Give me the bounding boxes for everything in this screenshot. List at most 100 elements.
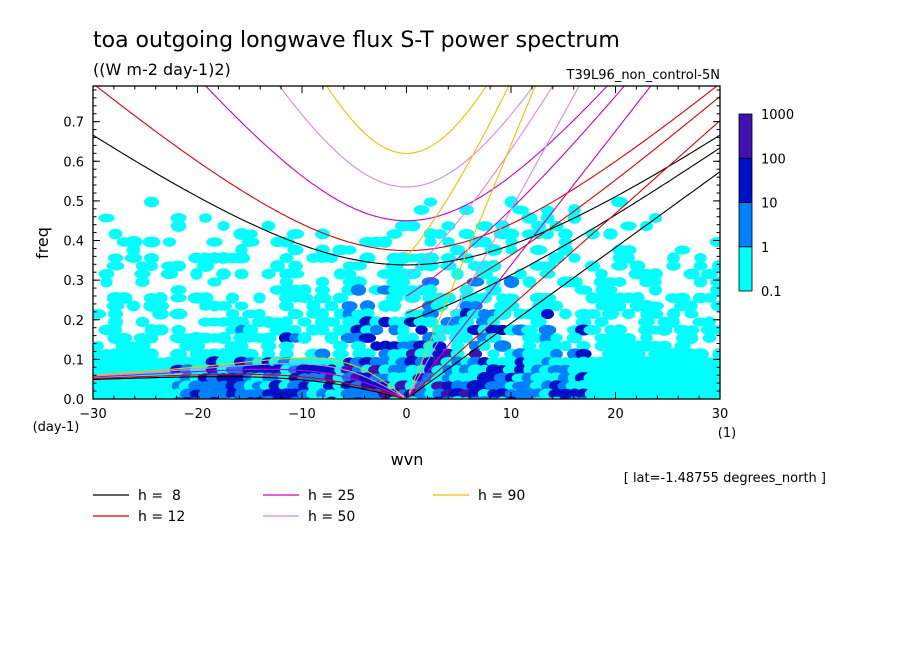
spectrum-cell [476, 268, 493, 280]
spectrum-cell [369, 356, 384, 368]
spectrum-cell [666, 308, 681, 320]
spectrum-cell [98, 213, 115, 223]
spectrum-cell [333, 340, 348, 352]
spectrum-cell [295, 293, 314, 303]
spectrum-cell [611, 196, 628, 208]
kelvin-curve-h50 [408, 86, 580, 395]
spectrum-cell [126, 244, 141, 256]
latitude-footnote: [ lat=-1.48755 degrees_north ] [624, 471, 826, 486]
spectrum-cell [261, 348, 276, 360]
spectrum-cell [622, 372, 635, 384]
spectrum-cell [549, 341, 564, 351]
spectrum-cell [638, 316, 655, 328]
spectrum-cell [621, 308, 636, 320]
spectrum-cell [648, 268, 663, 280]
y-tick-label: 0.1 [63, 353, 84, 368]
spectrum-cell [260, 332, 277, 344]
chart-title: toa outgoing longwave flux S-T power spe… [93, 28, 620, 53]
spectrum-cell [558, 396, 573, 399]
igw-curve-h8 [93, 134, 720, 266]
spectrum-cell [170, 293, 187, 303]
spectrum-cell [693, 276, 708, 288]
spectrum-cell [142, 236, 161, 248]
spectrum-cell [702, 333, 717, 343]
spectrum-cell [530, 316, 547, 328]
spectrum-cell [548, 252, 565, 264]
colorbar-label: 1 [761, 241, 769, 256]
spectrum-cell [187, 340, 206, 352]
spectrum-cell [622, 396, 635, 399]
spectrum-cell [162, 237, 177, 247]
igw-curve-h12 [95, 86, 718, 252]
spectrum-cell [332, 292, 349, 304]
spectrum-cell [260, 340, 277, 352]
spectrum-cell [514, 357, 527, 367]
spectrum-cell [171, 324, 186, 336]
spectrum-cell [539, 332, 556, 344]
spectrum-cell [621, 333, 636, 343]
spectrum-cell [477, 236, 492, 248]
spectrum-cell [674, 340, 691, 352]
spectrum-cell [395, 284, 412, 296]
spectrum-cell [107, 253, 124, 263]
spectrum-cell [529, 244, 548, 256]
igw-curve-h90 [326, 86, 487, 154]
spectrum-cell [342, 245, 357, 255]
spectrum-cell [484, 244, 503, 256]
spectrum-cell [559, 340, 572, 352]
spectrum-cell [261, 220, 276, 232]
spectrum-cell [604, 332, 617, 344]
igw-curve-h50 [278, 86, 535, 188]
spectrum-cell [332, 349, 349, 359]
spectrum-cell [233, 316, 250, 328]
spectrum-cell [603, 285, 618, 295]
spectrum-cell [504, 356, 519, 368]
spectrum-cell [612, 252, 627, 264]
spectrum-cell [116, 332, 133, 344]
spectrum-cell [234, 301, 249, 311]
y-tick-label: 0.4 [63, 235, 84, 250]
spectrum-cell [467, 364, 484, 376]
spectrum-cell [595, 284, 608, 296]
spectrum-cell [316, 308, 329, 320]
spectrum-cell [215, 332, 232, 344]
spectrum-cell [169, 308, 188, 320]
spectrum-cell [342, 269, 357, 279]
spectrum-cell [379, 236, 392, 248]
spectrum-cell [126, 300, 141, 312]
spectrum-cell [487, 349, 500, 359]
spectrum-cell [116, 292, 133, 304]
spectrum-cell [153, 292, 168, 304]
spectrum-cell [271, 364, 284, 376]
spectrum-cell [286, 269, 305, 279]
spectrum-cell [278, 332, 295, 344]
spectrum-cell [630, 373, 645, 383]
spectrum-cell [196, 260, 215, 272]
spectrum-cell [566, 276, 583, 288]
spectrum-cell [522, 276, 537, 288]
colorbar-label: 1000 [761, 108, 794, 123]
spectrum-cell [478, 396, 491, 399]
spectrum-cell [287, 244, 304, 256]
spectrum-cell [307, 381, 320, 391]
spectrum-cell [468, 340, 483, 352]
spectrum-cell [297, 317, 312, 327]
spectrum-cell [406, 332, 419, 344]
spectrum-cell [108, 228, 123, 240]
spectrum-cell [629, 260, 646, 272]
spectrum-cell [286, 229, 305, 239]
legend-label: h = 50 [308, 509, 355, 525]
spectrum-cell [124, 253, 143, 263]
spectrum-cell [666, 261, 681, 271]
spectrum-cell [700, 268, 719, 280]
spectrum-cell [531, 220, 546, 232]
spectrum-cell [207, 277, 222, 287]
spectrum-cell [559, 308, 572, 320]
spectrum-cell [538, 261, 557, 271]
legend: h = 8 h = 12 h = 25 h = 50 h = 90 [93, 488, 525, 525]
spectrum-cell [253, 308, 266, 320]
spectrum-cell [403, 268, 422, 280]
spectrum-cell [314, 285, 331, 295]
spectrum-cell [413, 205, 430, 215]
spectrum-cell [124, 236, 143, 248]
